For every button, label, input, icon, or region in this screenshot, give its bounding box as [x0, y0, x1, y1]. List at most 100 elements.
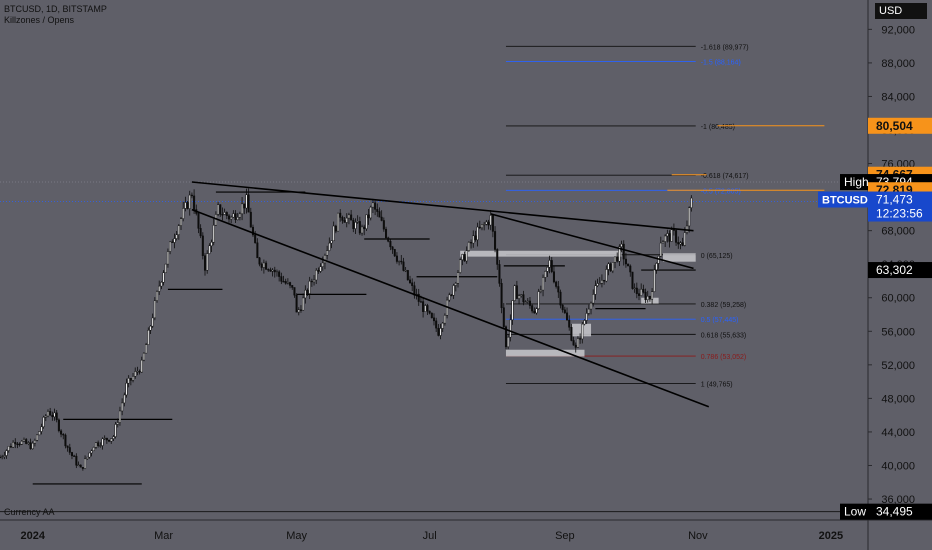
- candle-body: [651, 291, 654, 300]
- candle-body: [256, 242, 259, 259]
- candle-body: [182, 208, 185, 219]
- candle-body: [679, 242, 682, 245]
- trendline: [490, 213, 694, 270]
- candle-body: [166, 251, 169, 265]
- candle-body: [675, 230, 678, 243]
- candle-body: [504, 326, 507, 348]
- price-tag-t80504: 80,504: [868, 117, 932, 134]
- candle-body: [587, 308, 590, 314]
- fib-level-label: -1 (80,485): [701, 124, 735, 131]
- candle-body: [690, 197, 693, 208]
- candle-body: [197, 213, 200, 229]
- price-tag-tlow: Low 34,495: [840, 503, 932, 520]
- candle-body: [145, 344, 148, 354]
- fib-level-label: 0.618 (55,633): [701, 332, 747, 339]
- candle-body: [162, 272, 165, 283]
- candle-body: [559, 291, 562, 306]
- candle-body: [282, 281, 285, 283]
- candle-body: [284, 281, 287, 284]
- candle-body: [404, 270, 407, 272]
- candle-body: [557, 286, 560, 293]
- candle-body: [500, 283, 503, 308]
- price-tag-label: High: [844, 175, 869, 189]
- candle-body: [269, 269, 272, 272]
- candle-body: [365, 214, 368, 230]
- candle-body: [238, 213, 241, 218]
- candle-body: [376, 209, 379, 212]
- candle-body: [555, 281, 558, 287]
- candle-body: [129, 378, 132, 381]
- price-tag-bg: [868, 117, 932, 134]
- currency-label: Currency AA: [4, 507, 55, 517]
- price-tick-label: 36,000: [881, 494, 915, 506]
- candle-body: [33, 440, 36, 444]
- candle-body: [127, 378, 130, 384]
- candle-body: [169, 241, 172, 252]
- candle-body: [227, 215, 231, 220]
- candle-body: [520, 294, 523, 296]
- price-tag-value: 34,495: [876, 505, 913, 519]
- candle-body: [382, 220, 385, 230]
- price-tag-label-bg: [840, 174, 868, 191]
- price-tag-t63302: 63,302: [868, 262, 932, 279]
- candle-body: [659, 242, 662, 257]
- candle-body: [230, 216, 233, 220]
- candle-body: [337, 212, 340, 232]
- candle-body: [286, 282, 289, 284]
- candle-body: [661, 241, 665, 244]
- candle-body: [236, 217, 239, 220]
- candle-body: [422, 301, 425, 312]
- fib-level-label: 0.382 (59,258): [701, 302, 747, 309]
- symbol-title: BTCUSD, 1D, BITSTAMP: [4, 4, 107, 14]
- candle-body: [22, 439, 26, 442]
- candle-body: [134, 371, 137, 377]
- candle-body: [683, 232, 686, 246]
- candle-body: [103, 437, 106, 440]
- fib-level-label: -1.618 (89,977): [701, 44, 749, 51]
- candle-body: [485, 221, 488, 225]
- candle-body: [441, 322, 444, 329]
- candle-body: [108, 439, 111, 442]
- candle-body: [424, 305, 427, 312]
- candle-body: [97, 442, 100, 446]
- candle-body: [387, 237, 390, 242]
- candle-body: [295, 294, 298, 313]
- candle-body: [94, 442, 97, 448]
- candle-body: [49, 411, 52, 416]
- fib-level-label: 0.786 (53,052): [701, 354, 747, 361]
- candle-body: [668, 233, 671, 242]
- price-tag-label: BTCUSD: [822, 195, 868, 207]
- candle-body: [537, 291, 540, 309]
- candle-body: [489, 215, 492, 226]
- candle-body: [88, 452, 91, 458]
- candle-body: [7, 446, 10, 451]
- candle-body: [570, 327, 573, 341]
- candle-body: [408, 279, 412, 284]
- candle-body: [369, 206, 372, 219]
- candle-body: [20, 440, 23, 445]
- candle-body: [121, 402, 124, 412]
- candle-body: [132, 376, 135, 381]
- candle-body: [3, 455, 6, 457]
- candle-body: [160, 282, 163, 287]
- candle-body: [511, 300, 514, 321]
- currency-button[interactable]: USD: [875, 3, 927, 19]
- candle-body: [428, 310, 431, 314]
- price-tick-label: 60,000: [881, 293, 915, 305]
- candle-body: [483, 223, 486, 226]
- candle-body: [223, 212, 226, 215]
- price-tag-label-bg: [818, 191, 868, 208]
- candle-body: [171, 241, 174, 243]
- candle-body: [138, 371, 141, 373]
- candle-body: [193, 195, 196, 210]
- candle-body: [66, 445, 69, 448]
- candle-body: [417, 293, 420, 302]
- candle-body: [406, 270, 409, 281]
- trendline: [191, 208, 710, 408]
- candle-body: [31, 442, 34, 449]
- candle-body: [64, 434, 67, 447]
- time-tick-label: Sep: [555, 530, 575, 542]
- candle-body: [51, 414, 54, 418]
- candle-body: [419, 301, 422, 303]
